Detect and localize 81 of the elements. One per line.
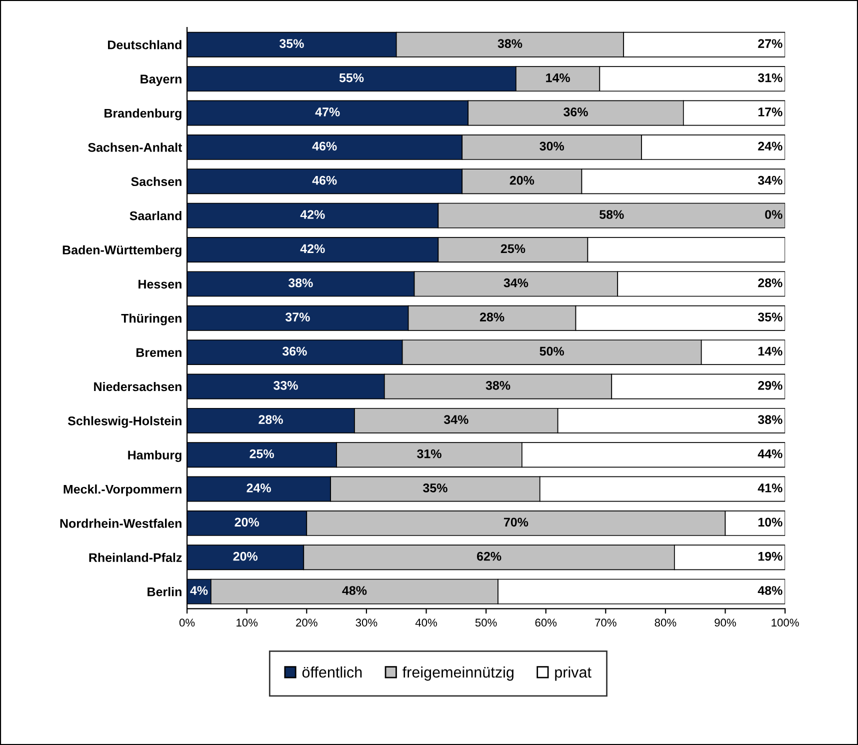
y-tick-label: Saarland xyxy=(130,211,182,220)
data-label: 58% xyxy=(600,210,624,219)
x-tick-label: 30% xyxy=(356,618,378,627)
x-tick-label: 40% xyxy=(415,618,437,627)
data-label: 36% xyxy=(564,108,588,116)
y-tick-label: Brandenburg xyxy=(104,108,182,120)
y-tick-label: Niedersachsen xyxy=(94,382,182,392)
x-tick-label: 50% xyxy=(475,618,497,627)
data-label: 20% xyxy=(233,552,258,561)
data-label: 31% xyxy=(417,449,442,458)
data-label: 34% xyxy=(758,176,782,185)
x-tick-label: 10% xyxy=(236,618,258,627)
y-tick-label: Bayern xyxy=(140,74,182,86)
data-label: 19% xyxy=(758,552,782,561)
data-label: 34% xyxy=(504,278,528,288)
data-label: 38% xyxy=(486,380,510,390)
data-label: 25% xyxy=(250,449,274,458)
data-label: 0% xyxy=(765,210,782,219)
x-tick-label: 0% xyxy=(179,618,195,627)
data-label: 28% xyxy=(480,312,504,322)
y-tick-label: Bremen xyxy=(136,348,182,357)
data-label: 27% xyxy=(758,39,782,48)
y-tick-label: Sachsen-Anhalt xyxy=(88,142,182,152)
data-label: 34% xyxy=(444,415,468,424)
data-label: 28% xyxy=(258,415,283,424)
data-label: 29% xyxy=(758,380,782,390)
data-label: 30% xyxy=(540,142,564,151)
data-label: 46% xyxy=(312,176,337,185)
y-tick-label: Thüringen xyxy=(121,314,182,326)
data-label: 35% xyxy=(423,484,448,492)
data-label: 44% xyxy=(758,449,782,458)
data-label: 28% xyxy=(758,278,782,288)
data-label: 20% xyxy=(234,518,260,527)
data-label: 37% xyxy=(285,312,310,322)
y-tick-label: Hamburg xyxy=(128,450,182,462)
data-label: 33% xyxy=(273,380,298,390)
x-tick-label: 80% xyxy=(654,618,676,627)
data-label: 38% xyxy=(288,278,313,288)
data-label: 14% xyxy=(546,73,570,82)
data-label: 24% xyxy=(246,484,271,492)
data-label: 42% xyxy=(300,210,325,219)
y-tick-label: Sachsen xyxy=(131,176,182,186)
y-tick-label: Nordrhein-Westfalen xyxy=(60,518,182,528)
data-label: 20% xyxy=(510,176,534,185)
data-label: 48% xyxy=(342,586,367,595)
data-label: 4% xyxy=(190,586,208,595)
y-tick-label: Baden-Württemberg xyxy=(62,245,182,257)
y-tick-label: Rheinland-Pfalz xyxy=(89,552,182,562)
data-label: 14% xyxy=(758,346,782,356)
legend-label: privat xyxy=(555,666,592,681)
x-tick-label: 70% xyxy=(595,618,616,627)
data-label: 24% xyxy=(758,142,782,151)
data-label: 47% xyxy=(315,108,340,116)
y-tick-label: Hessen xyxy=(138,280,182,289)
data-label: 50% xyxy=(540,346,564,356)
x-tick-label: 60% xyxy=(535,618,557,627)
y-tick-label: Berlin xyxy=(148,587,182,596)
x-tick-label: 100% xyxy=(772,618,799,627)
y-tick-label: Meckl.-Vorpommern xyxy=(64,484,182,496)
data-label: 31% xyxy=(758,73,782,82)
data-label: 10% xyxy=(758,518,782,527)
x-tick-label: 90% xyxy=(714,618,736,627)
data-label: 38% xyxy=(758,415,782,424)
data-label: 48% xyxy=(758,586,782,595)
data-label: 17% xyxy=(758,108,782,116)
x-tick-label: 20% xyxy=(296,618,318,627)
legend-label: freigemeinnützig xyxy=(402,666,514,681)
data-label: 35% xyxy=(758,312,782,322)
data-label: 55% xyxy=(339,73,364,82)
data-label: 62% xyxy=(476,552,502,561)
legend-label: öffentlich xyxy=(302,666,362,678)
data-label: 25% xyxy=(500,244,526,254)
data-label: 46% xyxy=(312,142,337,151)
y-tick-label: Schleswig-Holstein xyxy=(68,416,182,428)
data-label: 36% xyxy=(282,346,307,356)
y-tick-label: Deutschland xyxy=(108,40,182,50)
data-label: 41% xyxy=(758,484,782,492)
data-label: 35% xyxy=(279,39,304,48)
data-label: 70% xyxy=(504,518,528,527)
data-label: 42% xyxy=(300,244,325,254)
data-label: 38% xyxy=(498,39,522,48)
